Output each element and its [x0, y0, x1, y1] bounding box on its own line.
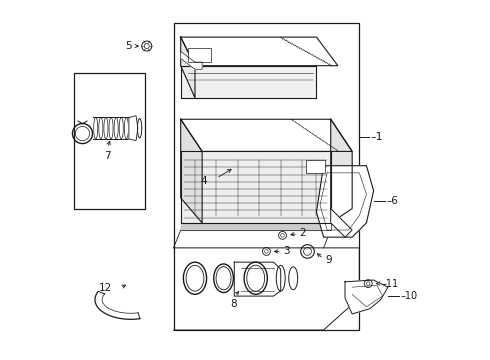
Polygon shape [331, 208, 352, 237]
Bar [306, 160, 325, 173]
Text: 7: 7 [104, 151, 111, 161]
Polygon shape [181, 152, 331, 223]
Polygon shape [345, 280, 388, 314]
Text: 12: 12 [99, 283, 112, 293]
Text: 8: 8 [230, 298, 237, 309]
Polygon shape [317, 166, 373, 237]
Polygon shape [181, 37, 338, 66]
Polygon shape [181, 119, 352, 152]
Bar [173, 23, 359, 330]
Bar [74, 73, 145, 208]
Text: 4: 4 [201, 176, 207, 186]
Polygon shape [181, 119, 202, 223]
Text: 5: 5 [125, 41, 131, 51]
Bar [188, 48, 211, 62]
Text: 9: 9 [325, 255, 332, 265]
Polygon shape [181, 37, 195, 98]
Text: –10: –10 [401, 291, 418, 301]
Polygon shape [181, 66, 317, 98]
Polygon shape [181, 223, 331, 230]
Polygon shape [181, 51, 202, 69]
Text: –11: –11 [381, 279, 398, 289]
Text: 3: 3 [283, 247, 290, 256]
Polygon shape [234, 262, 281, 296]
Text: –1: –1 [371, 132, 383, 142]
Polygon shape [331, 119, 352, 223]
Polygon shape [129, 116, 138, 141]
Text: –6: –6 [387, 197, 399, 206]
Text: 2: 2 [299, 228, 306, 238]
